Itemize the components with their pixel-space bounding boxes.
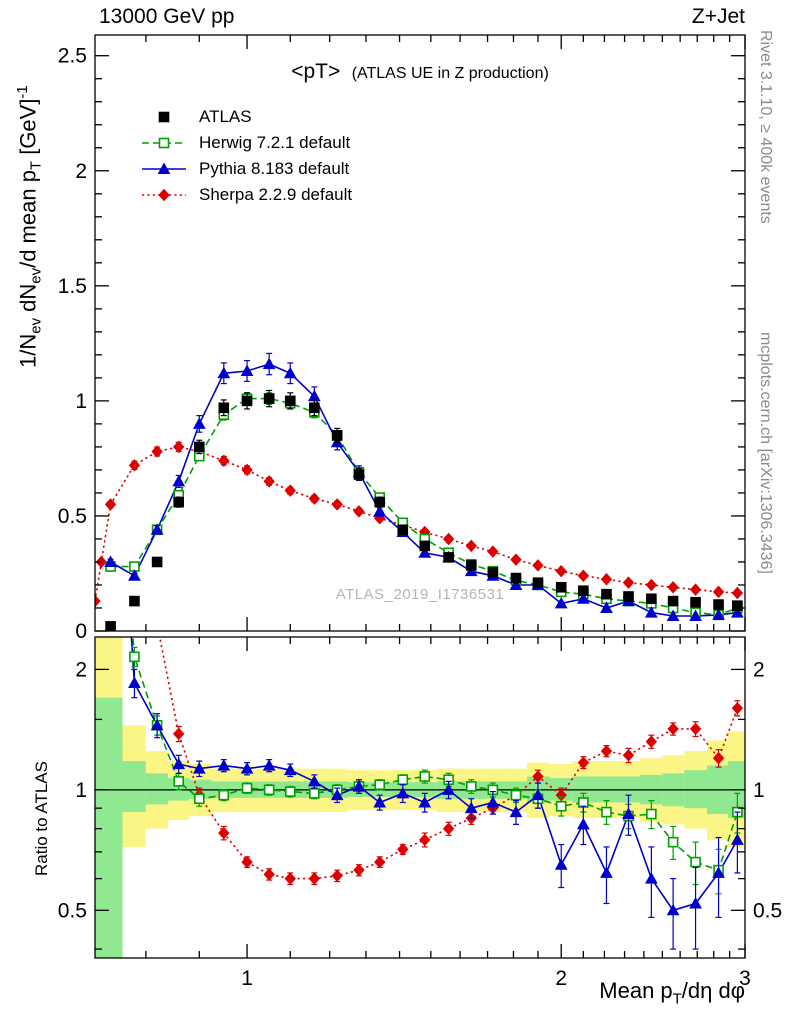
uncertainty-band (684, 770, 708, 809)
legend-marker-triangle (142, 162, 186, 174)
panel-frame (94, 636, 746, 959)
tick-label: 2 (75, 160, 87, 183)
legend-label: ATLAS (199, 107, 252, 126)
y-axis-label: 1/Nev dNev/d mean pT [GeV]-1 (14, 85, 45, 368)
plot-title-sub: (ATLAS UE in Z production) (351, 65, 549, 82)
tick-label: 1 (753, 779, 765, 802)
plot-title: <pT> (ATLAS UE in Z production) (95, 60, 745, 84)
x-axis-label: Mean pT/dη dφ (425, 978, 745, 1007)
panel-frame (94, 34, 746, 632)
legend-marker-diamond (142, 188, 186, 202)
uncertainty-band (122, 761, 146, 813)
top-panel-content (95, 352, 744, 631)
header-beam-energy: 13000 GeV pp (99, 5, 235, 28)
axis-label-segment: [GeV] (15, 98, 41, 161)
mcplots-citation-text: mcplots.cern.ch [arXiv:1306.3436] (757, 332, 774, 574)
tick-label: 0.5 (58, 505, 87, 528)
axis-label-segment: T (27, 160, 45, 171)
tick-label: 2 (555, 967, 567, 990)
tick-label: 1 (75, 390, 87, 413)
axis-label-segment: /d mean p (15, 170, 41, 268)
ratio-y-axis-label: Ratio to ATLAS (32, 761, 51, 876)
tick-label: 0.5 (753, 899, 782, 922)
uncertainty-band (95, 697, 123, 958)
uncertainty-band (145, 773, 168, 805)
tick-label: 2 (753, 658, 765, 681)
axis-label-segment: dN (15, 283, 41, 318)
axis-label-segment: -1 (14, 85, 31, 99)
tick-label: 1 (241, 967, 253, 990)
axis-label-segment: T (672, 990, 682, 1008)
tick-label: 3 (739, 967, 751, 990)
legend-label: Herwig 7.2.1 default (199, 133, 351, 152)
ratio-panel-content (95, 637, 745, 958)
legend-item-pythia: Pythia 8.183 default (140, 156, 352, 182)
legend-label: Pythia 8.183 default (199, 159, 350, 178)
plot-title-main: <pT> (291, 60, 341, 83)
axis-label-segment: 1/N (15, 333, 41, 368)
analysis-id-watermark: ATLAS_2019_I1736531 (335, 586, 505, 603)
tick-label: 1.5 (58, 275, 87, 298)
legend: ATLAS Herwig 7.2.1 default Pythia 8.183 de… (140, 104, 352, 208)
tick-label: 0 (75, 620, 87, 643)
rivet-version-text: Rivet 3.1.10, ≥ 400k events (757, 30, 774, 224)
axis-label-segment: /dη dφ (681, 978, 745, 1003)
legend-marker-square (158, 111, 170, 123)
legend-label: Sherpa 2.2.9 default (199, 185, 353, 204)
legend-item-atlas: ATLAS (140, 104, 352, 130)
tick-label: 1 (75, 779, 87, 802)
header-process: Z+Jet (691, 5, 745, 28)
tick-label: 2 (75, 658, 87, 681)
tick-label: 0.5 (58, 899, 87, 922)
axis-label-segment: Mean p (599, 978, 673, 1003)
axis-label-segment: ev (27, 317, 45, 334)
axis-label-segment: ev (27, 267, 45, 284)
legend-item-sherpa: Sherpa 2.2.9 default (140, 182, 352, 208)
tick-label: 2.5 (58, 45, 87, 68)
legend-item-herwig: Herwig 7.2.1 default (140, 130, 352, 156)
legend-marker-square (142, 137, 186, 149)
